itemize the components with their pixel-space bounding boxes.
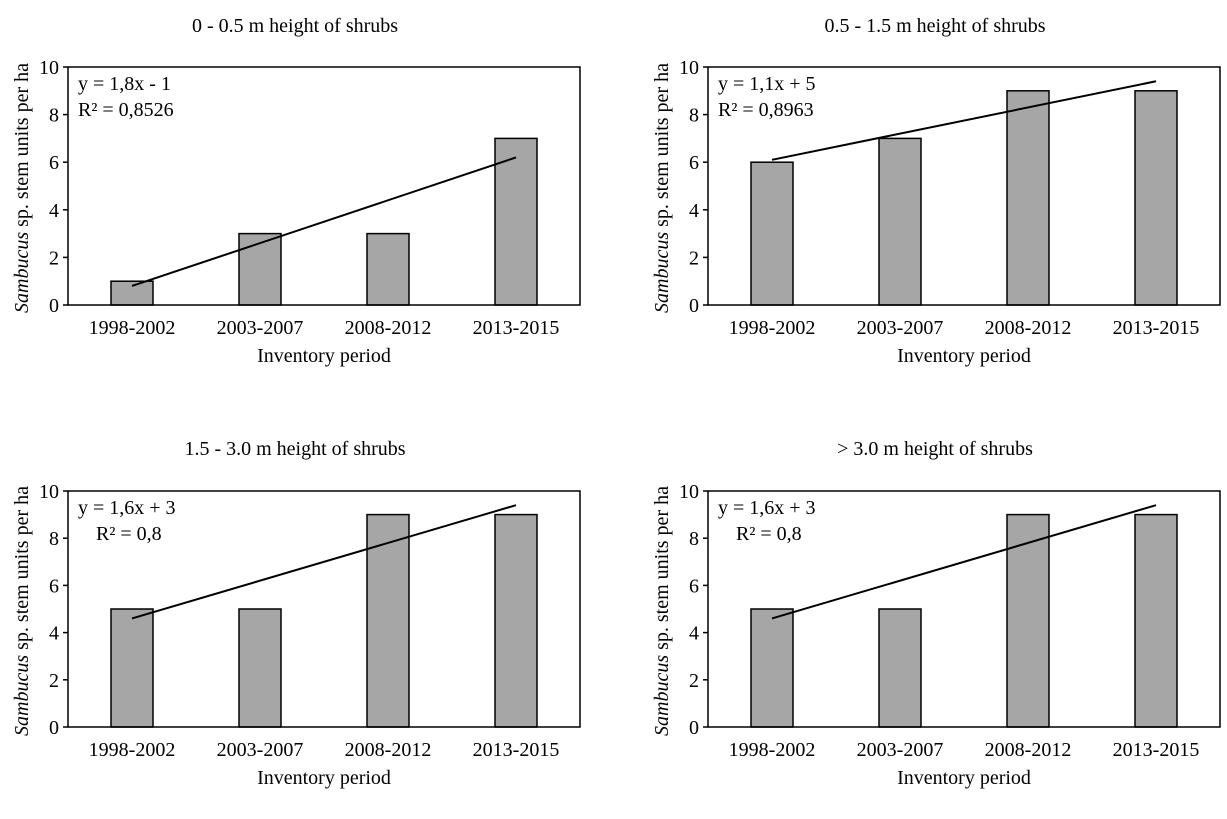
trendline (771, 504, 1157, 620)
plot-frame (707, 490, 1221, 728)
chart-panel: 0 - 0.5 m height of shrubs 0 2 4 6 8 10 1998-20… (11, 15, 581, 367)
y-tick-label: 0 (689, 295, 699, 317)
x-tick-label: 2008-2012 (345, 739, 432, 761)
y-tick-label: 10 (39, 481, 59, 503)
x-tick-label: 2003-2007 (857, 317, 944, 339)
bar (1134, 513, 1178, 728)
y-tick-label: 10 (39, 57, 59, 79)
plot-frame (67, 66, 581, 306)
y-axis-label-rest: sp. stem units per ha (11, 63, 33, 232)
y-axis-label: Sambucus sp. stem units per ha (11, 63, 33, 313)
trendline-r2: R² = 0,8 (736, 523, 802, 545)
y-tick-label: 6 (689, 152, 699, 174)
trendline-equation: y = 1,6x + 3 (718, 497, 816, 519)
chart-panel: > 3.0 m height of shrubs 0 2 4 6 8 10 1998-2002… (651, 438, 1221, 789)
y-axis-label-genus: Sambucus (11, 232, 33, 313)
x-tick-label: 1998-2002 (89, 317, 176, 339)
plot-frame (67, 490, 581, 728)
bar (366, 513, 410, 728)
y-tick-label: 8 (689, 528, 699, 550)
trendline-r2: R² = 0,8526 (78, 99, 174, 121)
chart-title: 0 - 0.5 m height of shrubs (192, 15, 398, 37)
y-tick-label: 2 (689, 670, 699, 692)
y-tick-label: 0 (49, 295, 59, 317)
y-tick-label: 4 (689, 200, 699, 222)
y-tick-label: 6 (49, 152, 59, 174)
y-tick-label: 10 (679, 57, 699, 79)
x-axis-label: Inventory period (897, 767, 1031, 789)
y-tick-label: 0 (689, 717, 699, 739)
bar (366, 232, 410, 306)
chart-panel: 0.5 - 1.5 m height of shrubs 0 2 4 6 8 10 1998-… (651, 15, 1221, 367)
x-tick-label: 1998-2002 (729, 317, 816, 339)
bar (110, 608, 154, 728)
trendline-equation: y = 1,1x + 5 (718, 73, 816, 95)
y-tick-label: 2 (49, 670, 59, 692)
trendline-equation: y = 1,8x - 1 (78, 73, 171, 95)
y-tick-label: 4 (49, 200, 59, 222)
y-tick-label: 6 (49, 575, 59, 597)
x-tick-label: 2008-2012 (985, 317, 1072, 339)
x-tick-label: 2013-2015 (1113, 317, 1200, 339)
y-tick-label: 2 (689, 247, 699, 269)
bar (494, 137, 538, 306)
bar (494, 513, 538, 728)
y-tick-label: 10 (679, 481, 699, 503)
chart-title: 1.5 - 3.0 m height of shrubs (184, 438, 405, 460)
y-tick-label: 0 (49, 717, 59, 739)
trendline (771, 80, 1157, 161)
x-axis-label: Inventory period (257, 345, 391, 367)
y-axis-label-rest: sp. stem units per ha (651, 486, 673, 655)
x-axis-label: Inventory period (897, 345, 1031, 367)
y-tick-label: 6 (689, 575, 699, 597)
x-tick-label: 2003-2007 (217, 317, 304, 339)
bar (878, 608, 922, 728)
y-tick-label: 4 (689, 623, 699, 645)
x-axis-label: Inventory period (257, 767, 391, 789)
x-tick-label: 2003-2007 (857, 739, 944, 761)
bar (1134, 90, 1178, 306)
bar (238, 608, 282, 728)
chart-title: 0.5 - 1.5 m height of shrubs (824, 15, 1045, 37)
x-tick-label: 2013-2015 (473, 739, 560, 761)
x-tick-label: 2008-2012 (985, 739, 1072, 761)
x-tick-label: 2008-2012 (345, 317, 432, 339)
y-axis-label: Sambucus sp. stem units per ha (651, 486, 673, 736)
y-axis-label-rest: sp. stem units per ha (651, 63, 673, 232)
bar (1006, 90, 1050, 306)
trendline (131, 504, 517, 620)
x-tick-label: 2013-2015 (1113, 739, 1200, 761)
y-axis-label: Sambucus sp. stem units per ha (11, 486, 33, 736)
bar (238, 232, 282, 306)
y-tick-label: 8 (49, 528, 59, 550)
x-tick-label: 2013-2015 (473, 317, 560, 339)
bar (750, 161, 794, 306)
x-tick-label: 1998-2002 (89, 739, 176, 761)
y-tick-label: 8 (689, 105, 699, 127)
y-axis-label-genus: Sambucus (651, 655, 673, 736)
y-tick-label: 2 (49, 247, 59, 269)
y-axis-label-rest: sp. stem units per ha (11, 486, 33, 655)
bar (110, 280, 154, 306)
trendline-r2: R² = 0,8 (96, 523, 162, 545)
y-axis-label-genus: Sambucus (651, 232, 673, 313)
bar (878, 137, 922, 306)
chart-title: > 3.0 m height of shrubs (837, 438, 1033, 460)
x-tick-label: 1998-2002 (729, 739, 816, 761)
y-tick-label: 4 (49, 623, 59, 645)
trendline-r2: R² = 0,8963 (718, 99, 814, 121)
chart-panel: 1.5 - 3.0 m height of shrubs 0 2 4 6 8 10 1998-… (11, 438, 581, 789)
x-tick-label: 2003-2007 (217, 739, 304, 761)
trendline-equation: y = 1,6x + 3 (78, 497, 176, 519)
y-axis-label: Sambucus sp. stem units per ha (651, 63, 673, 313)
trendline (131, 156, 517, 287)
bar (750, 608, 794, 728)
y-axis-label-genus: Sambucus (11, 655, 33, 736)
plot-frame (707, 66, 1221, 306)
bar (1006, 513, 1050, 728)
y-tick-label: 8 (49, 105, 59, 127)
